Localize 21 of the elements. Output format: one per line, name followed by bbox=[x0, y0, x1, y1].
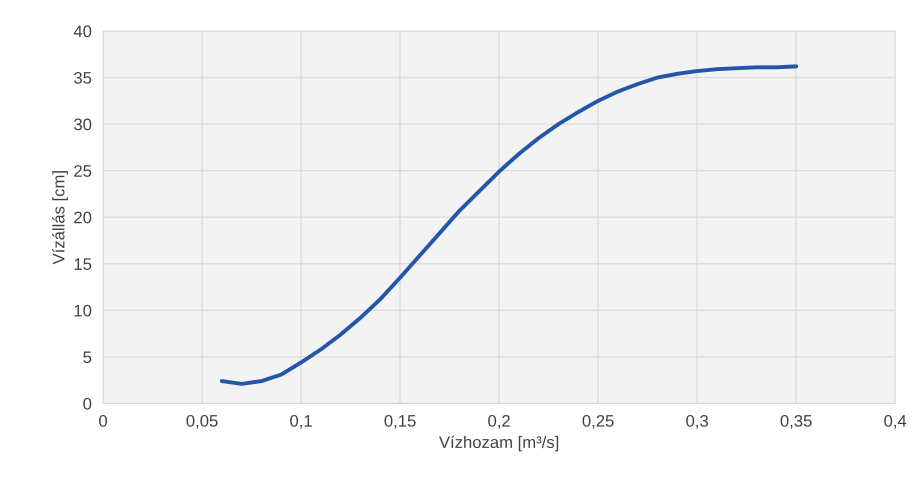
x-tick-label: 0,2 bbox=[488, 414, 510, 429]
y-tick-label: 5 bbox=[83, 351, 92, 364]
x-tick-label: 0,05 bbox=[186, 414, 218, 429]
y-tick-label: 35 bbox=[74, 72, 92, 84]
y-tick-label: 25 bbox=[74, 165, 92, 177]
y-tick-label: 15 bbox=[74, 258, 92, 270]
x-tick-label: 0,25 bbox=[582, 414, 614, 429]
y-tick-label: 30 bbox=[74, 118, 92, 130]
x-tick-label: 0,4 bbox=[884, 414, 906, 429]
x-tick-label: 0,1 bbox=[290, 414, 312, 429]
x-axis-title: Vízhozam [m³/s] bbox=[438, 436, 558, 452]
y-tick-label: 0 bbox=[83, 398, 92, 410]
y-tick-label: 40 bbox=[74, 25, 92, 38]
line-series bbox=[220, 64, 798, 386]
y-tick-label: 10 bbox=[74, 304, 92, 317]
x-tick-label: 0,35 bbox=[780, 414, 812, 429]
y-axis-title: Vízállás [cm] bbox=[52, 171, 68, 264]
y-tick-label: 20 bbox=[74, 212, 92, 224]
x-tick-label: 0,15 bbox=[384, 414, 416, 429]
x-tick-label: 0,3 bbox=[686, 414, 708, 429]
x-tick-label: 0 bbox=[99, 414, 108, 427]
